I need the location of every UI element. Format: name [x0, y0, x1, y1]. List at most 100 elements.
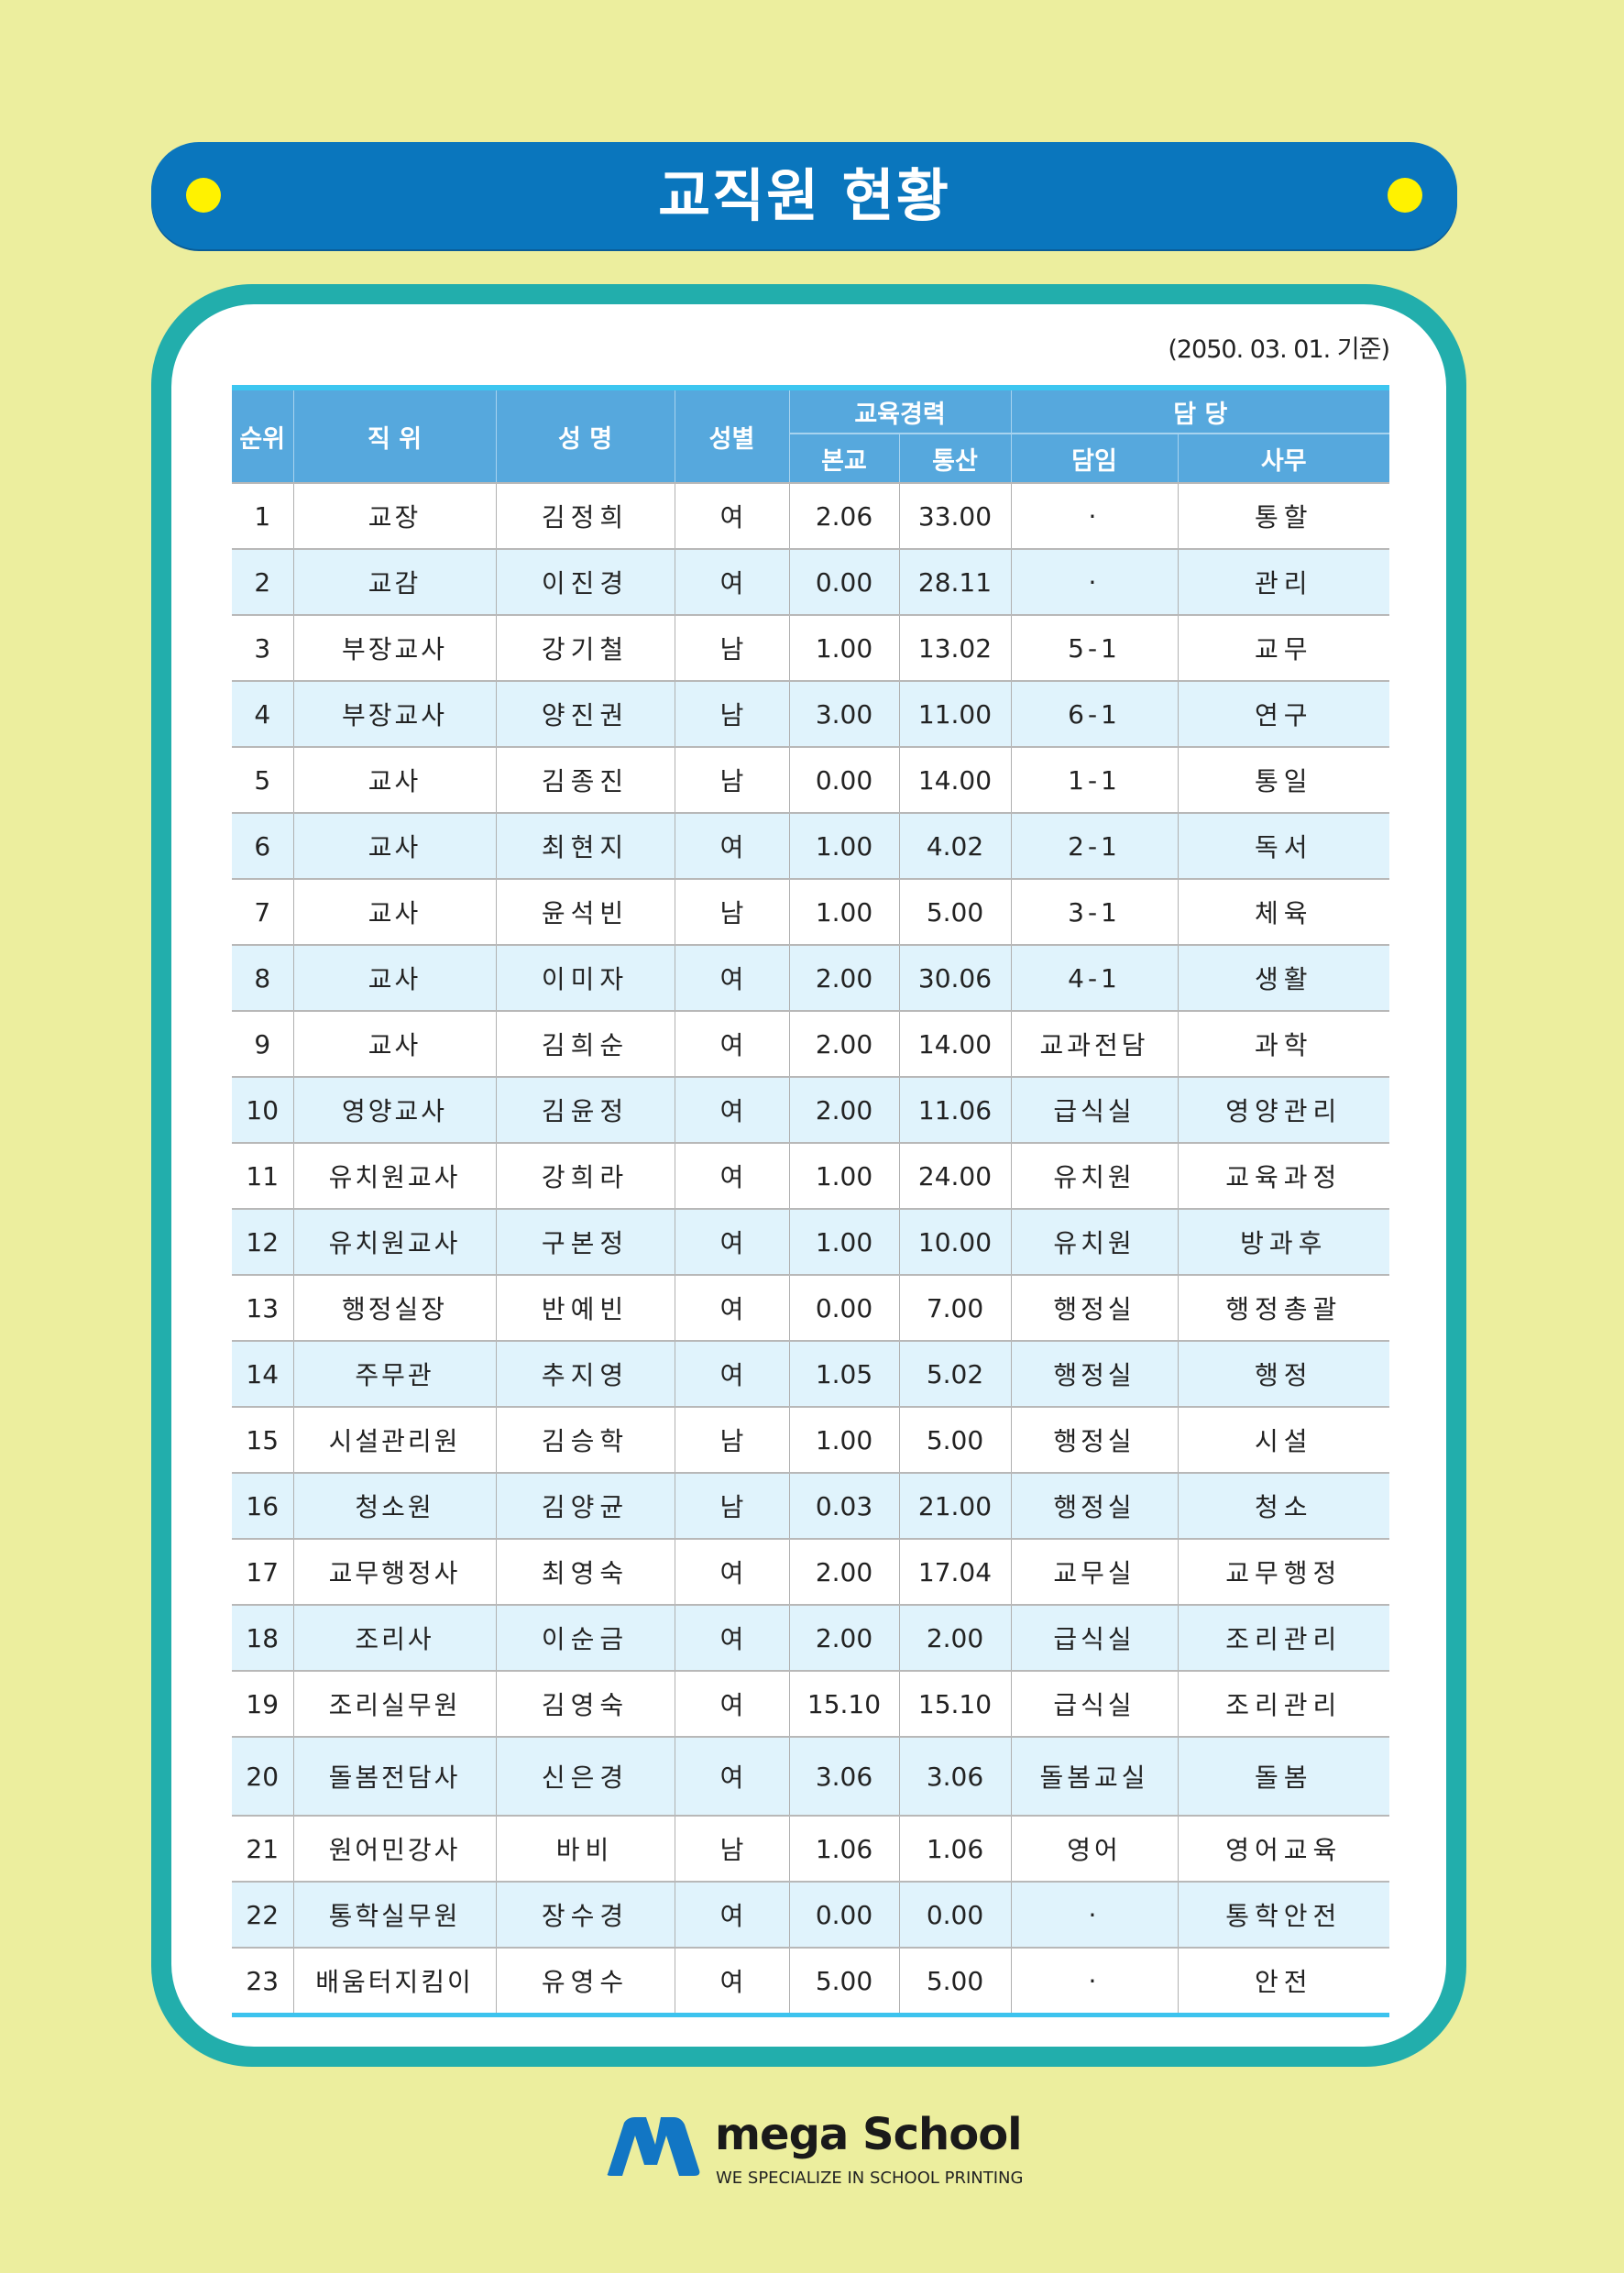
rank-cell: 20 — [232, 1736, 294, 1817]
position-cell: 시설관리원 — [292, 1406, 497, 1474]
position-cell: 부장교사 — [292, 614, 497, 682]
rank-cell: 3 — [232, 614, 294, 682]
task-cell: 교육과정 — [1177, 1142, 1389, 1210]
header-name: 성 명 — [495, 385, 675, 483]
position-cell: 교무행정사 — [292, 1538, 497, 1606]
table-row: 8 교사 이미자 여 2.00 30.06 4-1 생활 — [232, 944, 1389, 1012]
table-row: 11 유치원교사 강희라 여 1.00 24.00 유치원 교육과정 — [232, 1142, 1389, 1210]
career-school-cell: 0.00 — [788, 1881, 900, 1949]
name-cell: 이순금 — [495, 1604, 675, 1672]
gender-cell: 남 — [674, 1406, 790, 1474]
gender-cell: 남 — [674, 746, 790, 814]
position-cell: 교사 — [292, 812, 497, 880]
career-school-cell: 0.00 — [788, 548, 900, 616]
task-cell: 체육 — [1177, 878, 1389, 946]
header-gender: 성별 — [674, 385, 790, 483]
table-body: 1 교장 김정희 여 2.06 33.00 · 통할 2 교감 이진경 여 0.00 28.11 · 관리 3 부… — [232, 482, 1389, 2017]
rank-cell: 2 — [232, 548, 294, 616]
position-cell: 유치원교사 — [292, 1208, 497, 1276]
table-row: 17 교무행정사 최영숙 여 2.00 17.04 교무실 교무행정 — [232, 1538, 1389, 1606]
class-charge-cell: 5-1 — [1010, 614, 1179, 682]
position-cell: 영양교사 — [292, 1076, 497, 1144]
class-charge-cell: 교무실 — [1010, 1538, 1179, 1606]
task-cell: 조리관리 — [1177, 1670, 1389, 1738]
career-total-cell: 14.00 — [898, 1010, 1012, 1078]
name-cell: 바비 — [495, 1815, 675, 1883]
class-charge-cell: · — [1010, 1881, 1179, 1949]
career-school-cell: 5.00 — [788, 1947, 900, 2017]
rank-cell: 9 — [232, 1010, 294, 1078]
name-cell: 이미자 — [495, 944, 675, 1012]
name-cell: 이진경 — [495, 548, 675, 616]
gender-cell: 여 — [674, 1538, 790, 1606]
rank-cell: 1 — [232, 482, 294, 550]
career-school-cell: 3.06 — [788, 1736, 900, 1817]
career-total-cell: 14.00 — [898, 746, 1012, 814]
gender-cell: 여 — [674, 944, 790, 1012]
position-cell: 청소원 — [292, 1472, 497, 1540]
position-cell: 부장교사 — [292, 680, 497, 748]
left-dot-icon — [186, 178, 221, 213]
rank-cell: 19 — [232, 1670, 294, 1738]
class-charge-cell: 급식실 — [1010, 1670, 1179, 1738]
class-charge-cell: 영어 — [1010, 1815, 1179, 1883]
gender-cell: 여 — [674, 548, 790, 616]
position-cell: 교감 — [292, 548, 497, 616]
gender-cell: 남 — [674, 1815, 790, 1883]
position-cell: 행정실장 — [292, 1274, 497, 1342]
header-charge-task: 사무 — [1177, 433, 1389, 483]
mega-school-logo: mega School WE SPECIALIZE IN SCHOOL PRIN… — [600, 2108, 1040, 2200]
name-cell: 반예빈 — [495, 1274, 675, 1342]
table-row: 23 배움터지킴이 유영수 여 5.00 5.00 · 안전 — [232, 1947, 1389, 2017]
name-cell: 강기철 — [495, 614, 675, 682]
career-school-cell: 15.10 — [788, 1670, 900, 1738]
career-total-cell: 33.00 — [898, 482, 1012, 550]
task-cell: 통학안전 — [1177, 1881, 1389, 1949]
class-charge-cell: · — [1010, 548, 1179, 616]
brand-name: mega School — [715, 2109, 1023, 2160]
rank-cell: 8 — [232, 944, 294, 1012]
position-cell: 교사 — [292, 1010, 497, 1078]
career-school-cell: 1.00 — [788, 1142, 900, 1210]
position-cell: 유치원교사 — [292, 1142, 497, 1210]
gender-cell: 여 — [674, 482, 790, 550]
name-cell: 최영숙 — [495, 1538, 675, 1606]
gender-cell: 여 — [674, 1947, 790, 2017]
mega-logo-icon — [607, 2117, 700, 2176]
task-cell: 행정 — [1177, 1340, 1389, 1408]
career-total-cell: 2.00 — [898, 1604, 1012, 1672]
table-row: 20 돌봄전담사 신은경 여 3.06 3.06 돌봄교실 돌봄 — [232, 1736, 1389, 1817]
table-row: 12 유치원교사 구본정 여 1.00 10.00 유치원 방과후 — [232, 1208, 1389, 1276]
task-cell: 독서 — [1177, 812, 1389, 880]
gender-cell: 여 — [674, 1736, 790, 1817]
table-row: 16 청소원 김양균 남 0.03 21.00 행정실 청소 — [232, 1472, 1389, 1540]
career-school-cell: 1.05 — [788, 1340, 900, 1408]
rank-cell: 5 — [232, 746, 294, 814]
task-cell: 안전 — [1177, 1947, 1389, 2017]
name-cell: 김희순 — [495, 1010, 675, 1078]
class-charge-cell: 유치원 — [1010, 1142, 1179, 1210]
career-total-cell: 0.00 — [898, 1881, 1012, 1949]
class-charge-cell: 1-1 — [1010, 746, 1179, 814]
table-row: 21 원어민강사 바비 남 1.06 1.06 영어 영어교육 — [232, 1815, 1389, 1883]
career-total-cell: 15.10 — [898, 1670, 1012, 1738]
class-charge-cell: 3-1 — [1010, 878, 1179, 946]
name-cell: 김종진 — [495, 746, 675, 814]
table-row: 4 부장교사 양진권 남 3.00 11.00 6-1 연구 — [232, 680, 1389, 748]
class-charge-cell: 행정실 — [1010, 1274, 1179, 1342]
rank-cell: 6 — [232, 812, 294, 880]
rank-cell: 16 — [232, 1472, 294, 1540]
career-total-cell: 5.00 — [898, 878, 1012, 946]
task-cell: 청소 — [1177, 1472, 1389, 1540]
rank-cell: 7 — [232, 878, 294, 946]
header-charge: 담 당 — [1010, 385, 1389, 434]
task-cell: 영어교육 — [1177, 1815, 1389, 1883]
rank-cell: 13 — [232, 1274, 294, 1342]
table-row: 5 교사 김종진 남 0.00 14.00 1-1 통일 — [232, 746, 1389, 814]
career-school-cell: 0.00 — [788, 746, 900, 814]
class-charge-cell: 행정실 — [1010, 1406, 1179, 1474]
gender-cell: 여 — [674, 1142, 790, 1210]
name-cell: 김정희 — [495, 482, 675, 550]
class-charge-cell: 급식실 — [1010, 1604, 1179, 1672]
rank-cell: 12 — [232, 1208, 294, 1276]
